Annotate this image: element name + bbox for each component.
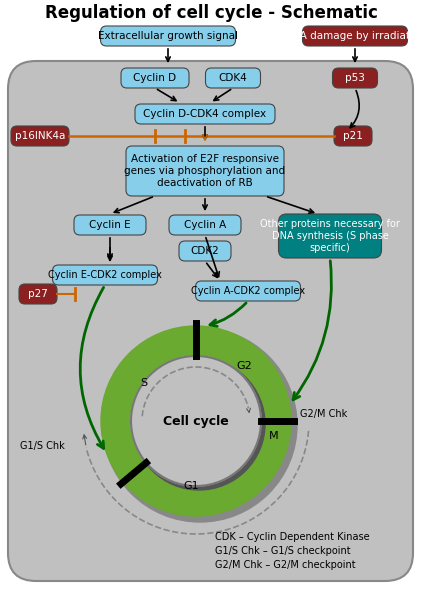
Text: Cyclin E-CDK2 complex: Cyclin E-CDK2 complex	[48, 270, 162, 280]
Text: Cyclin D: Cyclin D	[133, 73, 176, 83]
Text: Cyclin A: Cyclin A	[184, 220, 226, 230]
Text: Cell cycle: Cell cycle	[163, 415, 229, 428]
Text: p16INK4a: p16INK4a	[15, 131, 65, 141]
Text: Regulation of cell cycle - Schematic: Regulation of cell cycle - Schematic	[44, 4, 377, 22]
FancyBboxPatch shape	[302, 26, 407, 46]
Text: p21: p21	[343, 131, 363, 141]
FancyBboxPatch shape	[19, 284, 57, 304]
Text: Cyclin D-CDK4 complex: Cyclin D-CDK4 complex	[143, 109, 266, 119]
Text: G2/M Chk: G2/M Chk	[300, 409, 347, 419]
FancyBboxPatch shape	[11, 126, 69, 146]
FancyBboxPatch shape	[206, 68, 261, 88]
Text: S: S	[140, 378, 148, 388]
Text: Cyclin A-CDK2 complex: Cyclin A-CDK2 complex	[191, 286, 305, 296]
Circle shape	[103, 328, 297, 522]
FancyBboxPatch shape	[334, 126, 372, 146]
Text: CDK2: CDK2	[191, 246, 220, 256]
Text: p53: p53	[345, 73, 365, 83]
Text: G1/S Chk: G1/S Chk	[20, 441, 65, 451]
Circle shape	[133, 358, 265, 490]
Text: G2: G2	[236, 361, 252, 371]
Text: M: M	[269, 431, 279, 441]
FancyBboxPatch shape	[332, 68, 377, 88]
FancyBboxPatch shape	[169, 215, 241, 235]
FancyBboxPatch shape	[52, 265, 157, 285]
FancyBboxPatch shape	[74, 215, 146, 235]
Text: G1: G1	[183, 481, 199, 491]
Text: DNA damage by irradiation: DNA damage by irradiation	[284, 31, 423, 41]
Circle shape	[131, 356, 261, 486]
FancyBboxPatch shape	[179, 241, 231, 261]
FancyBboxPatch shape	[121, 68, 189, 88]
Circle shape	[101, 326, 291, 516]
FancyBboxPatch shape	[126, 146, 284, 196]
FancyBboxPatch shape	[101, 26, 236, 46]
FancyBboxPatch shape	[195, 281, 300, 301]
Text: Cyclin E: Cyclin E	[89, 220, 131, 230]
Text: Other proteins necessary for
DNA synthesis (S phase
specific): Other proteins necessary for DNA synthes…	[260, 219, 400, 253]
Text: CDK – Cyclin Dependent Kinase
G1/S Chk – G1/S checkpoint
G2/M Chk – G2/M checkpo: CDK – Cyclin Dependent Kinase G1/S Chk –…	[215, 532, 370, 570]
FancyBboxPatch shape	[278, 214, 382, 258]
Text: Activation of E2F responsive
genes via phosphorylation and
deactivation of RB: Activation of E2F responsive genes via p…	[124, 155, 286, 187]
Text: p27: p27	[28, 289, 48, 299]
Text: Extracellular growth signal: Extracellular growth signal	[98, 31, 238, 41]
Text: CDK4: CDK4	[219, 73, 247, 83]
FancyBboxPatch shape	[8, 61, 413, 581]
FancyBboxPatch shape	[135, 104, 275, 124]
